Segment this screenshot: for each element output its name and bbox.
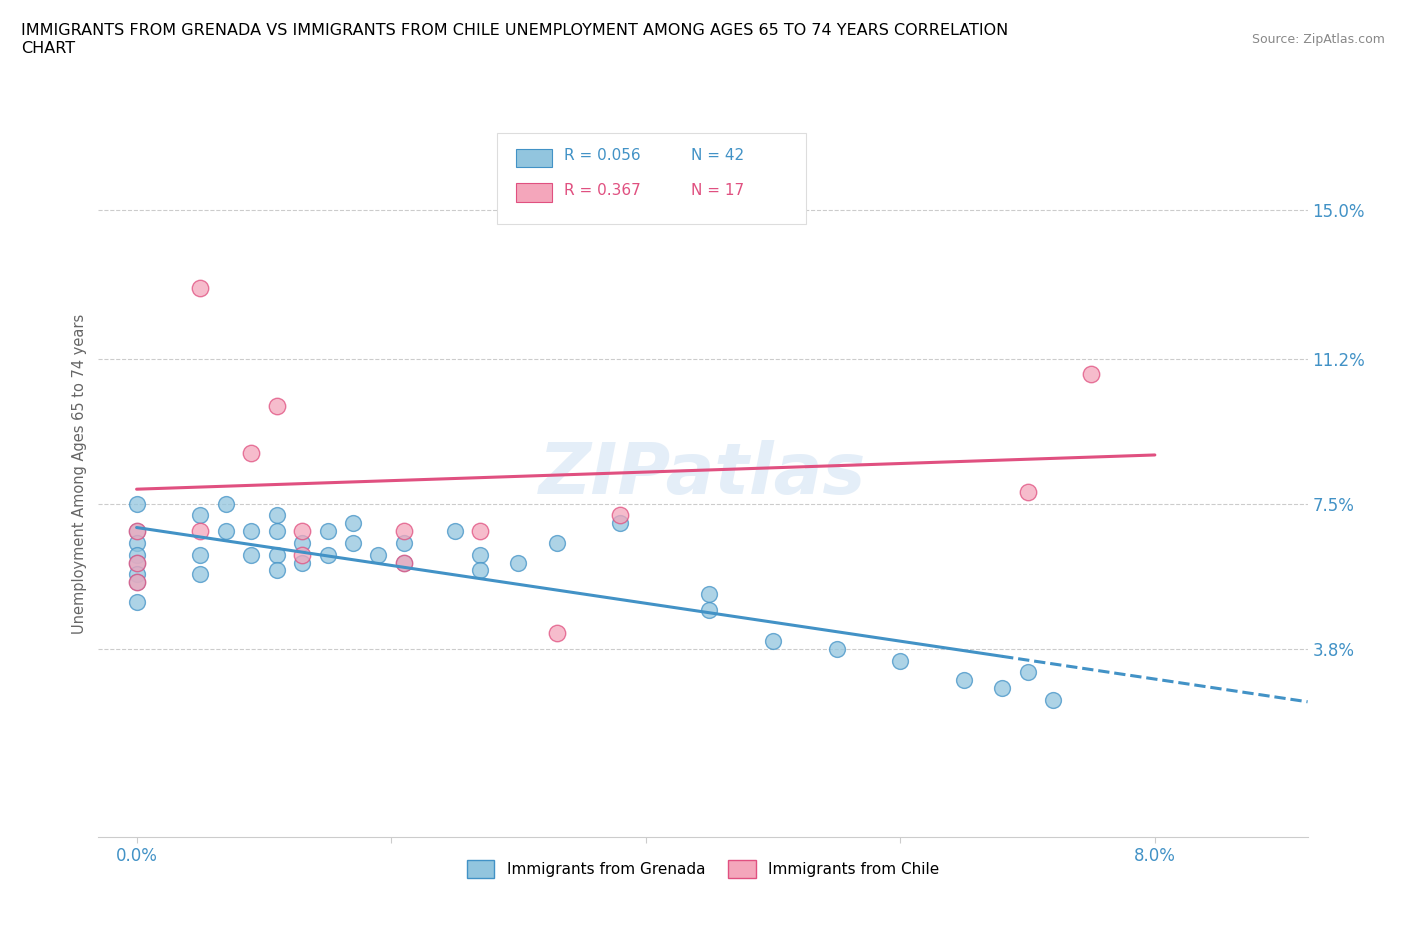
- Point: [609, 516, 631, 531]
- Point: [188, 567, 211, 582]
- Point: [291, 524, 314, 538]
- Point: [762, 633, 785, 648]
- Point: [470, 547, 492, 562]
- Point: [546, 536, 568, 551]
- Point: [266, 547, 288, 562]
- Point: [240, 524, 263, 538]
- Point: [367, 547, 389, 562]
- Text: N = 42: N = 42: [690, 149, 744, 164]
- Point: [125, 524, 148, 538]
- Point: [392, 536, 415, 551]
- Point: [188, 281, 211, 296]
- Point: [508, 555, 530, 570]
- Point: [125, 555, 148, 570]
- Point: [392, 524, 415, 538]
- Point: [291, 547, 314, 562]
- Point: [125, 524, 148, 538]
- Point: [188, 508, 211, 523]
- Text: IMMIGRANTS FROM GRENADA VS IMMIGRANTS FROM CHILE UNEMPLOYMENT AMONG AGES 65 TO 7: IMMIGRANTS FROM GRENADA VS IMMIGRANTS FR…: [21, 23, 1008, 56]
- Point: [266, 524, 288, 538]
- Point: [316, 524, 339, 538]
- Point: [125, 555, 148, 570]
- FancyBboxPatch shape: [516, 183, 551, 203]
- FancyBboxPatch shape: [516, 149, 551, 167]
- Point: [953, 672, 976, 687]
- Y-axis label: Unemployment Among Ages 65 to 74 years: Unemployment Among Ages 65 to 74 years: [72, 314, 87, 634]
- Point: [470, 563, 492, 578]
- Text: ZIPatlas: ZIPatlas: [540, 440, 866, 509]
- Point: [342, 536, 364, 551]
- Point: [699, 587, 721, 602]
- Point: [699, 602, 721, 617]
- Point: [125, 547, 148, 562]
- Point: [240, 445, 263, 460]
- Point: [125, 594, 148, 609]
- Point: [266, 508, 288, 523]
- Point: [125, 497, 148, 512]
- Legend: Immigrants from Grenada, Immigrants from Chile: Immigrants from Grenada, Immigrants from…: [461, 854, 945, 883]
- Point: [825, 642, 848, 657]
- Text: R = 0.367: R = 0.367: [564, 183, 641, 198]
- Point: [342, 516, 364, 531]
- Point: [392, 555, 415, 570]
- Text: Source: ZipAtlas.com: Source: ZipAtlas.com: [1251, 33, 1385, 46]
- Point: [240, 547, 263, 562]
- Point: [266, 398, 288, 413]
- Point: [1042, 692, 1064, 707]
- Point: [470, 524, 492, 538]
- Point: [609, 508, 631, 523]
- Point: [889, 653, 911, 668]
- FancyBboxPatch shape: [498, 133, 806, 224]
- Point: [125, 575, 148, 590]
- Point: [443, 524, 465, 538]
- Point: [291, 555, 314, 570]
- Point: [342, 76, 364, 91]
- Text: N = 17: N = 17: [690, 183, 744, 198]
- Point: [215, 497, 238, 512]
- Point: [125, 536, 148, 551]
- Point: [1080, 366, 1102, 381]
- Point: [125, 575, 148, 590]
- Point: [1017, 665, 1039, 680]
- Text: R = 0.056: R = 0.056: [564, 149, 641, 164]
- Point: [188, 524, 211, 538]
- Point: [546, 626, 568, 641]
- Point: [392, 555, 415, 570]
- Point: [215, 524, 238, 538]
- Point: [316, 547, 339, 562]
- Point: [125, 567, 148, 582]
- Point: [266, 563, 288, 578]
- Point: [188, 547, 211, 562]
- Point: [991, 681, 1014, 696]
- Point: [1017, 485, 1039, 499]
- Point: [291, 536, 314, 551]
